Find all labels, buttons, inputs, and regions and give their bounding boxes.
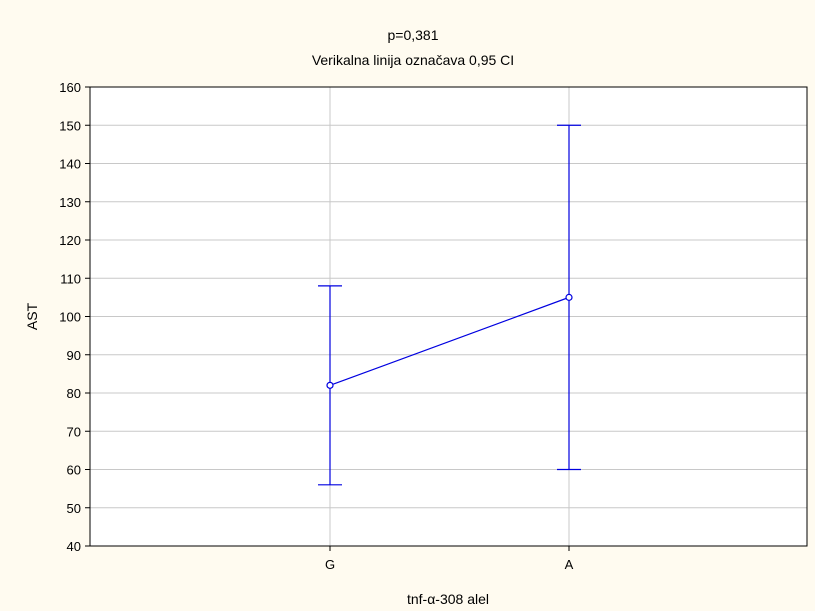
plot-frame [89,86,808,547]
y-tick-label: 120 [59,233,81,248]
y-tick-label: 60 [67,463,81,478]
y-tick-label: 50 [67,501,81,516]
gridlines [90,87,807,546]
y-tick-label: 70 [67,424,81,439]
y-tick-label: 40 [67,539,81,554]
chart-subtitle: Verikalna linija označava 0,95 CI [312,52,514,68]
x-tick-label: A [565,557,574,572]
y-tick-label: 90 [67,348,81,363]
y-tick-label: 100 [59,310,81,325]
y-tick-label: 140 [59,157,81,172]
mean-point [565,293,573,301]
series [318,124,581,486]
mean-line [329,296,570,386]
x-axis-label: tnf-α-308 alel [407,591,489,607]
y-tick-label: 130 [59,195,81,210]
x-tick-label: G [325,557,335,572]
y-tick-label: 110 [60,271,81,286]
chart-title: p=0,381 [388,27,439,43]
y-axis-ticks: 40 50 60 70 80 90 100 110 120 130 140 150 160 [59,80,90,554]
y-tick-label: 80 [67,386,81,401]
y-tick-label: 150 [59,118,81,133]
mean-point [326,381,334,389]
y-tick-label: 160 [59,80,81,95]
y-axis-label: AST [24,302,40,330]
